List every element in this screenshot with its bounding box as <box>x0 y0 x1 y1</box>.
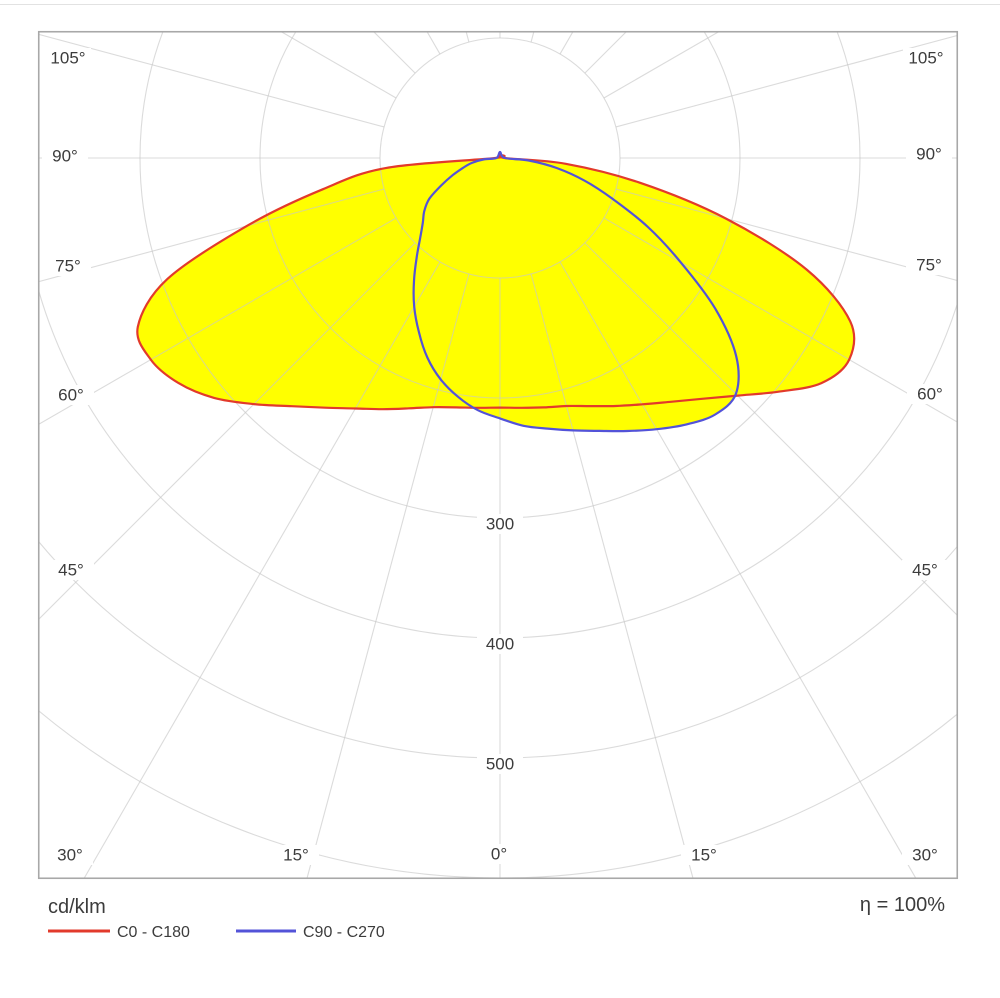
curve-c90-c270 <box>412 150 740 433</box>
angle-label: 60° <box>58 386 84 405</box>
angle-label-bg <box>902 560 948 580</box>
fill-c90-c270 <box>413 152 739 432</box>
angle-label: 45° <box>912 561 938 580</box>
angle-label-bg <box>902 845 948 865</box>
angle-label-bg <box>45 48 91 68</box>
angle-label-bg <box>48 385 94 405</box>
grid-ray <box>603 32 720 99</box>
grid-ray <box>615 34 957 128</box>
angle-label: 90° <box>916 145 942 164</box>
angle-label: 30° <box>912 846 938 865</box>
angle-label-bg <box>476 844 522 864</box>
angle-label: 90° <box>52 147 78 166</box>
grid-ray <box>306 273 470 878</box>
angle-label-bg <box>907 384 953 404</box>
angle-label-bg <box>903 48 949 68</box>
angle-label-bg <box>906 144 952 164</box>
angle-labels: 105° 90° 75° 60° 45° 30° 15° 0° 15° 30° 45° 60° 75° 9… <box>42 48 953 865</box>
grid-ray <box>615 188 957 282</box>
grid-ray <box>465 32 470 43</box>
top-divider <box>0 4 1000 5</box>
angle-label-bg <box>273 845 319 865</box>
grid-ray <box>39 242 416 620</box>
legend-label-c90-c270: C90 - C270 <box>303 924 385 941</box>
angle-label-bg <box>42 146 88 166</box>
legend-label-c0-c180: C0 - C180 <box>117 924 190 941</box>
intensity-curves <box>136 150 856 433</box>
angle-label-bg <box>47 845 93 865</box>
grid-ray <box>426 32 441 55</box>
angle-label: 0° <box>491 845 507 864</box>
grid-ray <box>39 33 385 128</box>
grid-ray <box>39 217 397 425</box>
radial-label-bg <box>477 754 523 774</box>
grid-ray <box>530 32 535 43</box>
angle-label-bg <box>681 845 727 865</box>
angle-label: 15° <box>691 846 717 865</box>
angle-label: 30° <box>57 846 83 865</box>
angle-label: 105° <box>50 49 85 68</box>
chart-border <box>37 30 959 880</box>
angle-label-bg <box>48 560 94 580</box>
grid-ray <box>530 273 694 878</box>
grid-ray <box>584 242 957 616</box>
curve-c0-c180 <box>136 153 856 411</box>
angle-label-bg <box>906 255 952 275</box>
angle-label: 105° <box>908 49 943 68</box>
radial-label: 300 <box>486 515 514 534</box>
grid-ray <box>559 261 917 878</box>
angle-label: 15° <box>283 846 309 865</box>
grid-ray <box>280 32 397 99</box>
grid-ray <box>39 188 385 283</box>
radial-label: 400 <box>486 635 514 654</box>
intensity-fill-layer <box>137 152 855 432</box>
angle-label: 45° <box>58 561 84 580</box>
angle-label-bg <box>45 256 91 276</box>
radial-label-bg <box>477 634 523 654</box>
angle-label: 75° <box>916 256 942 275</box>
radial-label-bg <box>477 514 523 534</box>
grid-ray <box>83 261 441 878</box>
grid-ray <box>603 217 957 423</box>
unit-label: cd/klm <box>48 896 106 918</box>
angle-label: 60° <box>917 385 943 404</box>
efficiency-label: η = 100% <box>860 894 945 916</box>
angle-label: 75° <box>55 257 81 276</box>
grid-ray <box>559 32 574 55</box>
radial-intensity-labels: 300 400 500 <box>477 514 523 774</box>
radial-label: 500 <box>486 755 514 774</box>
